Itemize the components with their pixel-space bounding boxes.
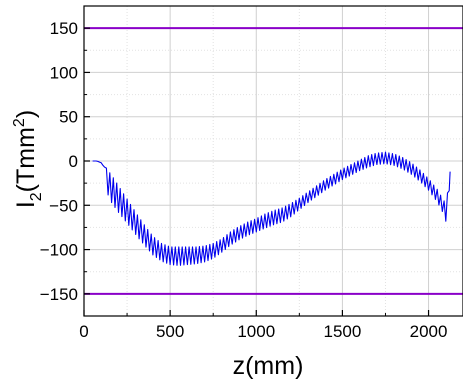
- tick-labels: 0 500 1000 1500 2000 −150 −100 −50 0 50 100 150: [40, 19, 448, 341]
- series-line: [92, 151, 451, 266]
- y-tick-label: 150: [50, 19, 78, 38]
- y-axis-label: I2(Tmm2): [11, 110, 45, 208]
- x-tick-label: 1500: [323, 322, 361, 341]
- y-tick-label: −50: [49, 196, 78, 215]
- x-tick-label: 500: [156, 322, 184, 341]
- grid: [83, 6, 463, 316]
- y-tick-label: −100: [40, 241, 78, 260]
- y-tick-label: 0: [69, 152, 78, 171]
- x-tick-label: 2000: [410, 322, 448, 341]
- ticks: [83, 27, 430, 316]
- y-tick-label: 100: [50, 63, 78, 82]
- y-label-paren-close: ): [12, 110, 40, 118]
- x-axis-label: z(mm): [233, 352, 304, 380]
- reference-lines: [84, 27, 463, 295]
- y-tick-label: −150: [40, 285, 78, 304]
- y-label-sub: 2: [28, 192, 45, 201]
- y-label-paren-open: (Tmm: [12, 127, 40, 192]
- y-label-base: I: [12, 201, 40, 208]
- y-label-sup: 2: [11, 118, 28, 127]
- x-tick-label: 1000: [237, 322, 275, 341]
- x-tick-label: 0: [79, 322, 88, 341]
- y-tick-label: 50: [59, 108, 78, 127]
